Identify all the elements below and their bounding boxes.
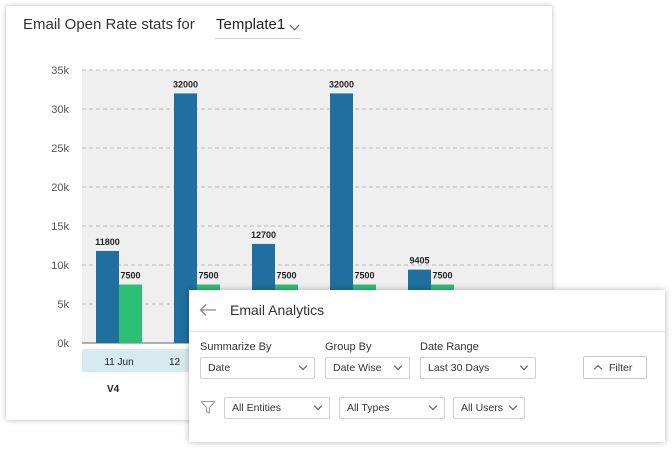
types-value: All Types: [347, 402, 390, 414]
chevron-down-icon: [519, 361, 529, 371]
email-analytics-panel: Email Analytics Summarize By Group By Da…: [189, 290, 665, 442]
y-tick-label: 30k: [51, 104, 69, 116]
chevron-down-icon: [313, 401, 323, 411]
data-label: 32000: [329, 79, 354, 89]
data-label: 7500: [354, 271, 374, 281]
report-title: Email Open Rate stats for: [23, 16, 195, 33]
y-tick-label: 15k: [51, 221, 69, 233]
data-label: 32000: [173, 79, 198, 89]
group-by-label: Group By: [325, 341, 372, 353]
chevron-down-icon: [428, 401, 438, 411]
template-select[interactable]: Template1: [215, 14, 301, 39]
y-tick-label: 5k: [57, 299, 69, 311]
y-tick-label: 10k: [51, 260, 69, 272]
data-label: 7500: [276, 271, 296, 281]
data-label: 12700: [251, 230, 276, 240]
bar-series1: [174, 93, 197, 344]
date-range-select[interactable]: Last 30 Days: [420, 357, 536, 379]
group-by-value: Date Wise: [333, 362, 382, 374]
y-tick-label: 25k: [51, 143, 69, 155]
chevron-down-icon: [298, 361, 308, 371]
y-tick-label: 20k: [51, 182, 69, 194]
back-arrow-icon[interactable]: [199, 303, 217, 317]
funnel-icon: [200, 400, 216, 414]
types-select[interactable]: All Types: [339, 397, 445, 419]
users-value: All Users: [461, 402, 504, 414]
date-range-value: Last 30 Days: [428, 362, 490, 374]
filter-button[interactable]: Filter: [583, 356, 647, 379]
data-label: 7500: [198, 271, 218, 281]
summarize-by-value: Date: [208, 362, 231, 374]
x-tick-label: 12: [169, 357, 181, 368]
date-range-label: Date Range: [420, 341, 479, 353]
summarize-by-select[interactable]: Date: [200, 357, 315, 379]
entities-value: All Entities: [232, 402, 282, 414]
chevron-up-icon: [593, 364, 603, 374]
bar-series1: [330, 93, 353, 344]
panel-header: Email Analytics: [189, 290, 665, 332]
filter-button-label: Filter: [609, 362, 633, 374]
y-tick-label: 0k: [57, 338, 69, 350]
x-tick-label: 11 Jun: [104, 357, 133, 368]
data-label: 7500: [120, 271, 140, 281]
users-select[interactable]: All Users: [453, 397, 525, 419]
bar-series1: [96, 250, 119, 343]
entities-select[interactable]: All Entities: [224, 397, 330, 419]
bar-series2: [119, 284, 142, 343]
sub-label: V4: [107, 384, 120, 395]
panel-title: Email Analytics: [230, 302, 325, 318]
data-label: 9405: [409, 256, 429, 266]
chevron-down-icon: [508, 401, 518, 411]
data-label: 7500: [432, 271, 452, 281]
template-select-value: Template1: [216, 16, 286, 33]
y-tick-label: 35k: [51, 65, 69, 77]
summarize-by-label: Summarize By: [200, 341, 272, 353]
chevron-down-icon: [393, 361, 403, 371]
group-by-select[interactable]: Date Wise: [325, 357, 410, 379]
data-label: 11800: [95, 237, 120, 247]
